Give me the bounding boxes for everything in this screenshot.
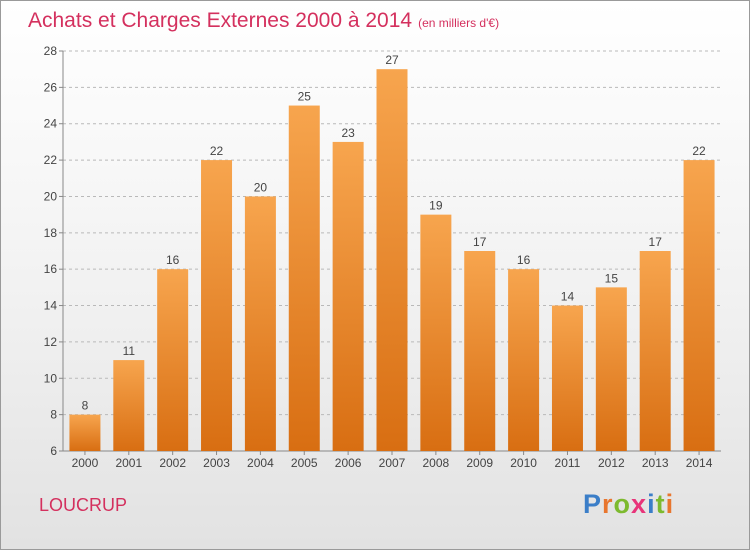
data-label: 8 — [82, 399, 89, 413]
data-label: 11 — [123, 344, 136, 358]
y-tick-label: 26 — [44, 80, 58, 94]
bar — [551, 305, 583, 451]
logo-letter: o — [613, 489, 632, 519]
data-label: 14 — [561, 290, 575, 304]
proxiti-logo: Proxiti — [583, 489, 674, 520]
x-tick-label: 2010 — [510, 456, 537, 470]
bar — [376, 69, 408, 451]
y-tick-label: 12 — [44, 335, 58, 349]
logo-letter: i — [665, 489, 675, 519]
chart-subtitle: (en milliers d'€) — [418, 16, 500, 30]
x-tick-label: 2001 — [115, 456, 142, 470]
bar — [288, 105, 320, 451]
data-labels: 8 11 16 22 20 25 23 27 19 17 16 14 15 17 22 — [82, 53, 706, 412]
x-tick-label: 2013 — [642, 456, 669, 470]
data-label: 19 — [429, 199, 443, 213]
data-label: 16 — [517, 253, 531, 267]
bar — [244, 196, 276, 451]
bar — [683, 160, 715, 451]
y-tick-label: 28 — [44, 44, 58, 58]
x-tick-label: 2007 — [379, 456, 406, 470]
data-label: 22 — [692, 144, 706, 158]
x-tick-label: 2000 — [72, 456, 99, 470]
data-label: 17 — [649, 235, 663, 249]
data-label: 22 — [210, 144, 224, 158]
x-tick-label: 2005 — [291, 456, 318, 470]
bar — [332, 141, 364, 451]
axes: 6 8 10 12 14 16 18 20 22 24 26 28 2000 2001 2002 2003 20… — [44, 44, 721, 470]
x-tick-label: 2012 — [598, 456, 625, 470]
bar — [69, 414, 101, 451]
data-label: 25 — [298, 90, 312, 104]
logo-letter: P — [583, 489, 603, 519]
bar — [113, 360, 145, 451]
y-tick-label: 20 — [44, 189, 58, 203]
bar — [595, 287, 627, 451]
data-label: 16 — [166, 253, 180, 267]
logo-letter: i — [647, 489, 656, 519]
y-tick-label: 18 — [44, 226, 58, 240]
logo-letter: x — [631, 489, 648, 519]
y-tick-label: 22 — [44, 153, 58, 167]
y-tick-label: 6 — [50, 444, 57, 458]
data-label: 20 — [254, 180, 268, 194]
y-tick-label: 14 — [44, 299, 58, 313]
x-tick-label: 2004 — [247, 456, 274, 470]
bars — [69, 69, 715, 451]
chart-title: Achats et Charges Externes 2000 à 2014 (e… — [28, 9, 499, 33]
bar — [639, 251, 671, 451]
bar — [201, 160, 233, 451]
chart-title-text: Achats et Charges Externes 2000 à 2014 — [28, 9, 413, 32]
data-label: 27 — [385, 53, 399, 67]
y-tick-label: 10 — [44, 371, 58, 385]
x-tick-label: 2002 — [159, 456, 186, 470]
data-label: 15 — [605, 271, 619, 285]
x-tick-label: 2008 — [423, 456, 450, 470]
y-tick-label: 16 — [44, 262, 58, 276]
data-label: 17 — [473, 235, 487, 249]
logo-letter: r — [602, 489, 614, 519]
x-tick-label: 2011 — [555, 456, 581, 470]
y-tick-label: 8 — [50, 408, 57, 422]
data-label: 23 — [341, 126, 355, 140]
bar — [464, 251, 496, 451]
logo-letter: t — [655, 489, 666, 519]
bar-chart: 6 8 10 12 14 16 18 20 22 24 26 28 2000 2001 2002 2003 20… — [44, 44, 721, 470]
x-tick-label: 2009 — [466, 456, 493, 470]
bar — [420, 214, 452, 451]
x-tick-label: 2003 — [203, 456, 230, 470]
bar — [157, 269, 189, 451]
x-tick-label: 2014 — [686, 456, 713, 470]
bar — [508, 269, 540, 451]
x-tick-label: 2006 — [335, 456, 362, 470]
y-tick-label: 24 — [44, 117, 58, 131]
location-name: LOUCRUP — [39, 495, 128, 515]
